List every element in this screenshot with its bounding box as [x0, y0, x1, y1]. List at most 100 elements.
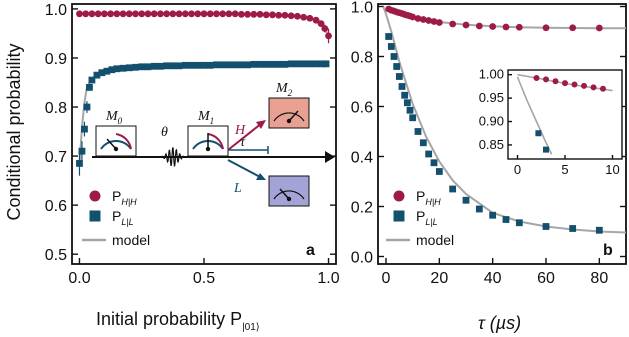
- legend-blue-marker: [89, 210, 101, 222]
- m0-gauge-right-icon: [115, 133, 132, 150]
- x-tick-label: 0.0: [68, 270, 90, 287]
- panel-b-label: b: [603, 242, 613, 259]
- point-l: [231, 61, 239, 69]
- y-tick-label: 1.00: [479, 67, 504, 82]
- point-l: [132, 63, 139, 71]
- m1-pivot-icon: [205, 146, 211, 152]
- point-h: [462, 21, 470, 29]
- point-l: [163, 62, 171, 70]
- point-l: [395, 73, 403, 80]
- point-h: [250, 10, 258, 18]
- point-l: [269, 60, 276, 68]
- point-l: [113, 65, 121, 73]
- point-l: [489, 211, 497, 219]
- panel-b-frame: [377, 3, 627, 265]
- point-l: [535, 130, 542, 137]
- point-l: [393, 63, 401, 70]
- l-branch-line: [227, 159, 263, 179]
- point-h: [157, 10, 164, 18]
- x-tick-label: 10: [605, 162, 619, 177]
- x-tick-label: 1.0: [317, 270, 339, 287]
- point-h: [287, 12, 295, 20]
- point-l: [175, 62, 183, 70]
- m2-high-needle-icon: [288, 110, 299, 122]
- point-l: [390, 53, 398, 60]
- point-l: [108, 66, 116, 74]
- legend-b-blue-marker: [393, 210, 405, 222]
- measurement-diagram: M0 θ M1 H L τ M2: [92, 81, 335, 207]
- point-h: [409, 13, 417, 21]
- point-h: [435, 19, 443, 26]
- point-l: [306, 60, 314, 68]
- point-l: [200, 61, 208, 69]
- m1-label: M1: [197, 109, 214, 126]
- point-h: [269, 11, 276, 19]
- point-h: [449, 20, 457, 28]
- point-l: [138, 63, 146, 71]
- legend-b-model-label: model: [416, 232, 454, 248]
- point-h: [219, 10, 227, 18]
- m0-pivot-icon: [113, 146, 119, 152]
- point-l: [169, 62, 177, 70]
- x-tick-label: 80: [590, 270, 608, 287]
- x-tick-label: 0.5: [193, 270, 215, 287]
- point-l: [119, 64, 127, 72]
- x-tick-label: 20: [430, 270, 448, 287]
- point-l: [206, 61, 214, 69]
- point-h: [552, 78, 559, 85]
- panel-b-axes: 0 20 40 60 80 0.0 0.2 0.4 0.6 0.8 1.0: [351, 0, 626, 287]
- inset-axes: 0 5 10 1.00 0.95 0.90 0.85: [479, 67, 620, 177]
- m2-low-needle-icon: [279, 188, 290, 200]
- point-h: [419, 16, 427, 23]
- point-l: [244, 61, 251, 69]
- point-l: [250, 60, 258, 68]
- point-l: [256, 60, 264, 68]
- m1-gauge-right-icon: [207, 133, 224, 150]
- point-l: [312, 60, 320, 68]
- legend-b-red-label: PH|H: [416, 188, 441, 207]
- point-h: [275, 11, 283, 19]
- point-h: [533, 74, 540, 81]
- point-h: [502, 23, 510, 31]
- model-curve-2: [516, 76, 553, 155]
- point-h: [300, 13, 308, 21]
- point-h: [414, 15, 422, 22]
- h-label: H: [234, 123, 246, 138]
- point-l: [300, 60, 308, 68]
- point-h: [94, 10, 102, 18]
- point-h: [569, 24, 577, 32]
- inset-data: [533, 74, 606, 153]
- point-h: [169, 10, 177, 18]
- point-h: [244, 10, 251, 18]
- point-h: [206, 10, 214, 18]
- panel-a-label: a: [306, 242, 315, 259]
- model-curve-2: [382, 6, 627, 234]
- point-h: [595, 24, 603, 32]
- point-h: [237, 10, 245, 18]
- y-tick-label: 0.5: [45, 247, 67, 264]
- point-l: [275, 60, 283, 68]
- point-h: [138, 10, 146, 18]
- point-h: [489, 23, 497, 30]
- point-h: [213, 10, 220, 18]
- m2-low-gauge-icon: [273, 190, 305, 200]
- point-l: [425, 150, 433, 158]
- point-h: [163, 10, 171, 18]
- y-tick-label: 0.95: [479, 90, 504, 105]
- m2-high-gauge-icon: [273, 112, 305, 122]
- panel-a-data: [76, 10, 332, 176]
- point-h: [181, 10, 189, 18]
- point-h: [256, 10, 264, 18]
- panel-a-legend: PH|H PL|L model: [82, 188, 150, 248]
- point-l: [86, 83, 93, 91]
- point-h: [581, 82, 587, 89]
- point-l: [262, 60, 270, 68]
- panel-b-data: [385, 5, 603, 234]
- y-tick-label: 0.0: [351, 250, 373, 267]
- point-h: [231, 10, 239, 18]
- point-l: [401, 91, 409, 99]
- legend-b-blue-label: PL|L: [416, 208, 438, 227]
- x-tick-label: 0: [382, 270, 391, 287]
- point-h: [194, 10, 202, 18]
- point-l: [213, 61, 220, 69]
